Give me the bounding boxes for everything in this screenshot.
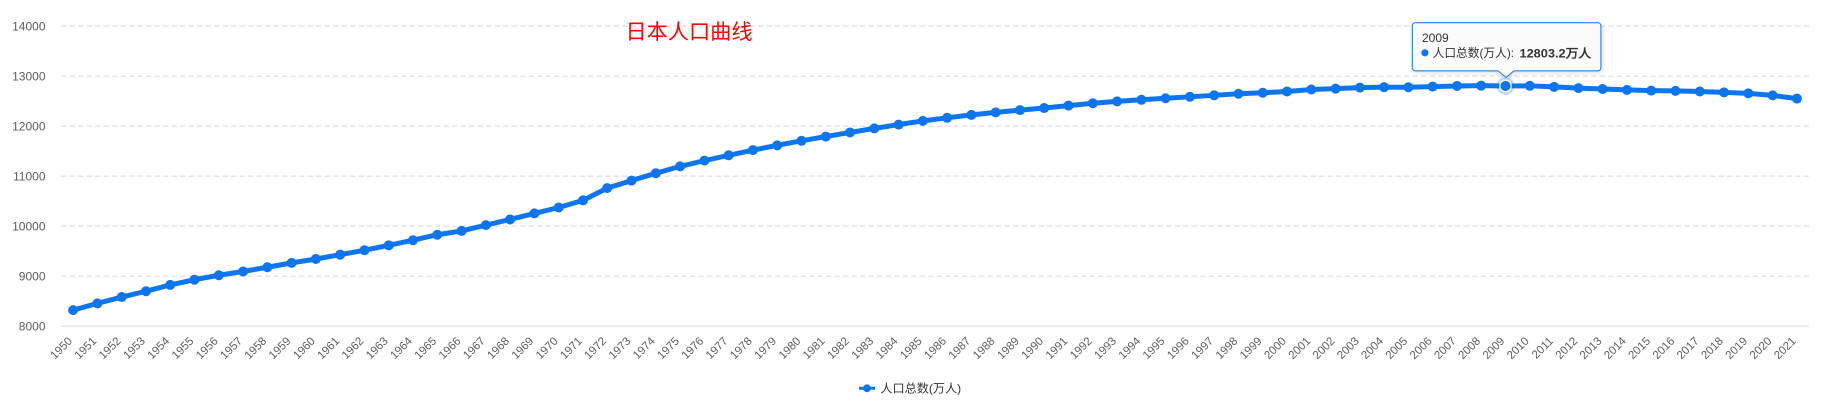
svg-text:12000: 12000	[12, 119, 46, 133]
svg-text:2009: 2009	[1422, 31, 1449, 45]
svg-text:10000: 10000	[12, 219, 46, 233]
svg-text:日本人口曲线: 日本人口曲线	[626, 21, 753, 44]
svg-text:人口总数(万人):: 人口总数(万人):	[1433, 45, 1514, 60]
svg-text:13000: 13000	[12, 69, 46, 83]
svg-text:人口总数(万人): 人口总数(万人)	[880, 381, 961, 396]
svg-text:8000: 8000	[19, 319, 46, 333]
svg-text:14000: 14000	[12, 19, 46, 33]
svg-text:9000: 9000	[19, 269, 46, 283]
svg-text:11000: 11000	[13, 169, 46, 183]
svg-text:12803.2万人: 12803.2万人	[1520, 45, 1593, 60]
